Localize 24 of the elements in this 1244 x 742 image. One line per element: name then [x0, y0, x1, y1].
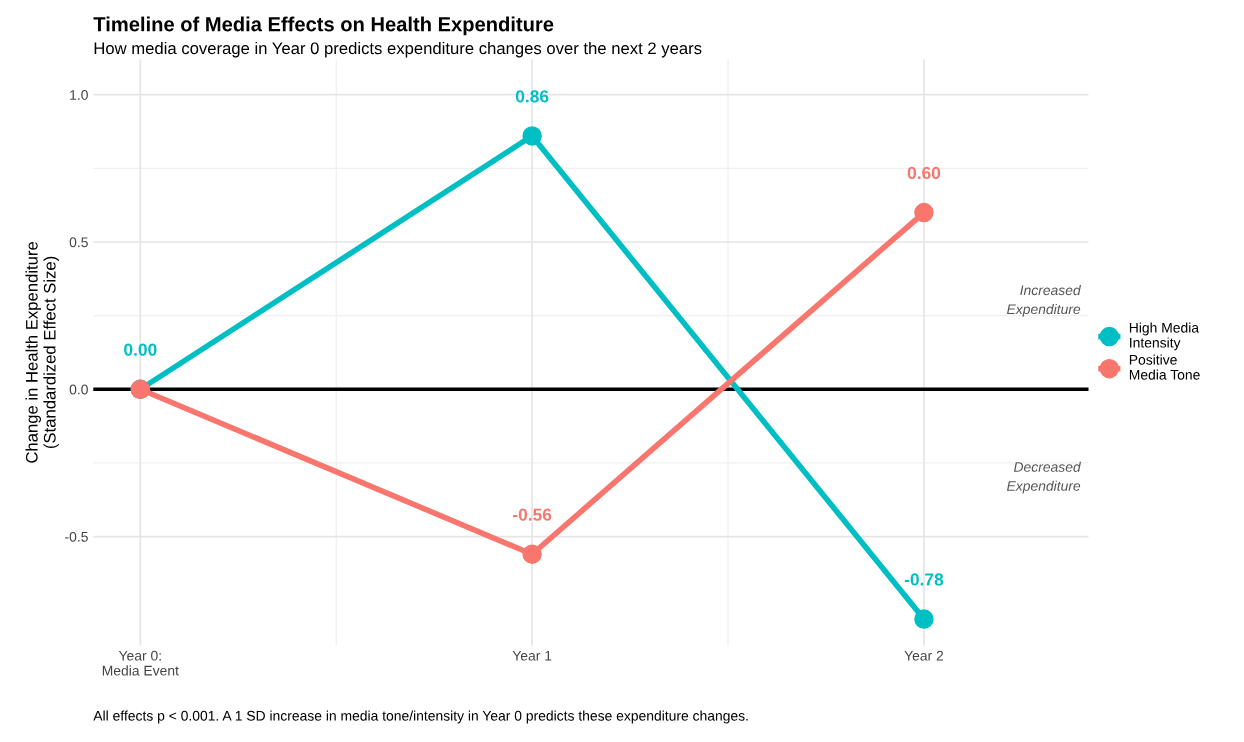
y-tick-label: -0.5 — [65, 531, 88, 542]
point — [522, 544, 542, 564]
legend-label: Positive Media Tone — [1129, 354, 1200, 380]
data-label: 0.00 — [124, 343, 157, 356]
chart-title: Timeline of Media Effects on Health Expenditure — [93, 16, 554, 36]
y-tick-label: 1.0 — [70, 90, 88, 100]
legend-label: High Media Intensity — [1129, 322, 1200, 351]
point — [914, 202, 934, 223]
text: All effects p < 0.001. A 1 SD increase in media tone/intensity in Year 0 predicts these expenditure changes. — [93, 710, 748, 724]
point — [522, 126, 542, 146]
point — [914, 609, 934, 629]
data-label: 0.86 — [515, 90, 549, 103]
y-tick-label: 0.5 — [69, 237, 88, 248]
x-tick-label: Year 2 — [904, 650, 944, 661]
x-tick-label: Year 1 — [512, 650, 552, 661]
chart-subtitle: How media coverage in Year 0 predicts expenditure changes over the next 2 years — [94, 41, 702, 58]
data-label: -0.78 — [904, 573, 944, 586]
x-tick-label: Year 0: Media Event — [102, 650, 179, 676]
y-tick-label: 0.0 — [69, 384, 88, 395]
annotation: Decreased Expenditure — [1006, 461, 1082, 494]
data-label: 0.60 — [907, 166, 941, 180]
data-label: -0.56 — [513, 508, 552, 521]
annotation: Increased Expenditure — [1006, 284, 1082, 317]
y-axis-title: Change in Health Expenditure (Standardized Effect Size) — [25, 242, 59, 463]
